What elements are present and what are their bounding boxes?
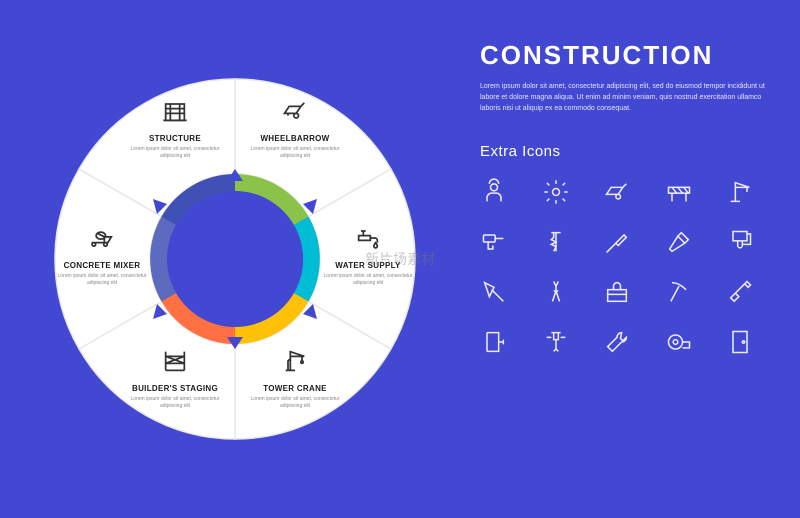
segment-staging: BUILDER'S STAGING Lorem ipsum dolor sit … xyxy=(120,347,230,410)
segment-desc: Lorem ipsum dolor sit amet, consectetur … xyxy=(47,273,157,287)
structure-icon xyxy=(161,97,189,125)
extra-icons-grid xyxy=(480,178,770,356)
clamp-icon xyxy=(480,328,508,356)
worker-icon xyxy=(480,178,508,206)
screwdriver-icon xyxy=(603,228,631,256)
mixer-icon xyxy=(88,224,116,252)
pliers-icon xyxy=(542,278,570,306)
segment-water: WATER SUPPLY Lorem ipsum dolor sit amet,… xyxy=(313,224,423,287)
wrench-icon xyxy=(603,328,631,356)
segment-mixer: CONCRETE MIXER Lorem ipsum dolor sit ame… xyxy=(47,224,157,287)
shovel-icon xyxy=(726,278,754,306)
segment-desc: Lorem ipsum dolor sit amet, consectetur … xyxy=(313,273,423,287)
infographic-wheel: WHEELBARROW Lorem ipsum dolor sit amet, … xyxy=(0,0,470,518)
tower-crane-icon xyxy=(726,178,754,206)
segment-wheelbarrow: WHEELBARROW Lorem ipsum dolor sit amet, … xyxy=(240,97,350,160)
segment-desc: Lorem ipsum dolor sit amet, consectetur … xyxy=(120,396,230,410)
trowel-icon xyxy=(480,278,508,306)
scaffold-icon xyxy=(161,347,189,375)
crane-icon xyxy=(281,347,309,375)
door-icon xyxy=(726,328,754,356)
wheelbarrow-icon xyxy=(603,178,631,206)
paint-brush-icon xyxy=(726,228,754,256)
segment-desc: Lorem ipsum dolor sit amet, consectetur … xyxy=(240,396,350,410)
segment-structure: STRUCTURE Lorem ipsum dolor sit amet, co… xyxy=(120,97,230,160)
segment-label: WATER SUPPLY xyxy=(313,261,423,270)
toolbox-icon xyxy=(603,278,631,306)
wheelbarrow-icon xyxy=(281,97,309,125)
hammer-icon xyxy=(665,228,693,256)
right-panel: CONSTRUCTION Lorem ipsum dolor sit amet,… xyxy=(470,0,800,518)
jackhammer-icon xyxy=(542,328,570,356)
drill-icon xyxy=(480,228,508,256)
wheel-container: WHEELBARROW Lorem ipsum dolor sit amet, … xyxy=(45,69,425,449)
segment-label: CONCRETE MIXER xyxy=(47,261,157,270)
segment-crane: TOWER CRANE Lorem ipsum dolor sit amet, … xyxy=(240,347,350,410)
faucet-icon xyxy=(354,224,382,252)
pickaxe-icon xyxy=(665,278,693,306)
segment-label: TOWER CRANE xyxy=(240,384,350,393)
screw-icon xyxy=(542,228,570,256)
segment-desc: Lorem ipsum dolor sit amet, consectetur … xyxy=(120,146,230,160)
gear-icon xyxy=(542,178,570,206)
barrier-icon xyxy=(665,178,693,206)
segment-label: STRUCTURE xyxy=(120,134,230,143)
segment-label: WHEELBARROW xyxy=(240,134,350,143)
segment-desc: Lorem ipsum dolor sit amet, consectetur … xyxy=(240,146,350,160)
page-description: Lorem ipsum dolor sit amet, consectetur … xyxy=(480,81,770,115)
segment-label: BUILDER'S STAGING xyxy=(120,384,230,393)
measuring-tape-icon xyxy=(665,328,693,356)
page-title: CONSTRUCTION xyxy=(480,40,770,71)
extra-icons-title: Extra Icons xyxy=(480,143,770,160)
